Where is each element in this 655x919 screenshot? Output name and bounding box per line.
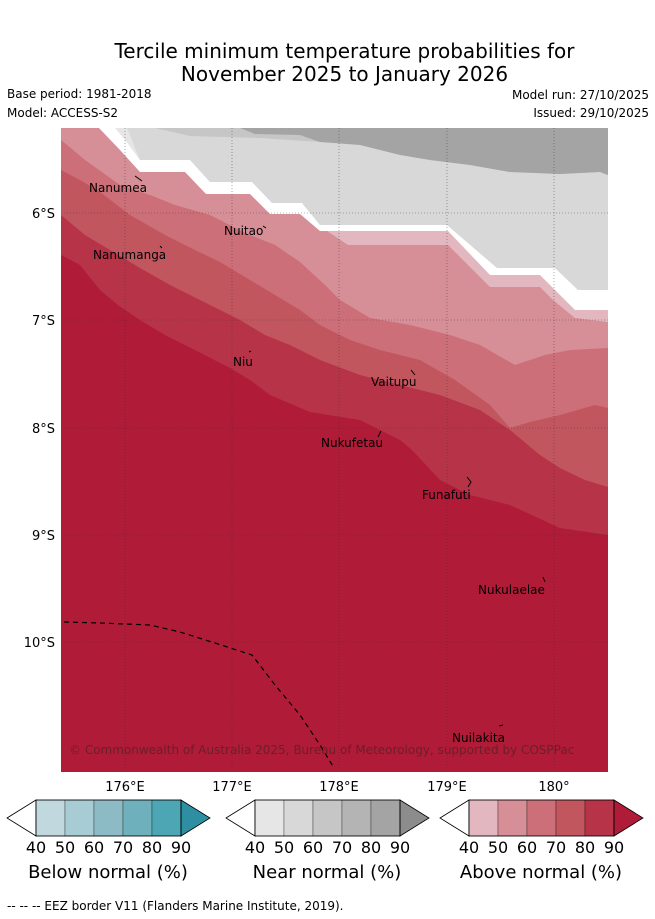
near-colorbar-tick: 40 xyxy=(245,838,265,857)
map-title: Tercile minimum temperature probabilitie… xyxy=(0,40,655,86)
above-colorbar-tick: 40 xyxy=(459,838,479,857)
island-nanumea-shape xyxy=(134,175,143,182)
island-nuitao-shape xyxy=(262,225,267,229)
above-colorbar-tick: 90 xyxy=(604,838,624,857)
near-colorbar-tick: 50 xyxy=(274,838,294,857)
near-colorbar-low-extend xyxy=(225,799,256,837)
island-nuilakita-shape xyxy=(498,724,504,727)
island-niu-shape xyxy=(248,350,252,353)
near-colorbar-swatch xyxy=(254,799,285,837)
place-label-nuilakita: Nuilakita xyxy=(452,731,505,745)
place-label-nukulaelae: Nukulaelae xyxy=(478,583,545,597)
near-colorbar-swatch xyxy=(341,799,372,837)
lon-label-179e: 179°E xyxy=(427,780,467,795)
above-colorbar-swatch xyxy=(526,799,557,837)
lon-label-178e: 178°E xyxy=(319,780,359,795)
near-colorbar-outline xyxy=(254,799,401,837)
below-colorbar-low-extend xyxy=(6,799,37,837)
near-colorbar-tick: 80 xyxy=(361,838,381,857)
issued-date: Issued: 29/10/2025 xyxy=(533,106,649,120)
place-label-nuitao: Nuitao xyxy=(224,224,263,238)
place-label-funafuti: Funafuti xyxy=(422,488,471,502)
island-nukulaelae-shape xyxy=(542,576,546,583)
above-colorbar-tick: 60 xyxy=(517,838,537,857)
island-vaitupu-shape xyxy=(410,369,416,376)
lon-label-180: 180° xyxy=(538,780,569,795)
place-label-nanumanga: Nanumanga xyxy=(93,248,166,262)
below-colorbar-swatch xyxy=(64,799,95,837)
lat-label-7s: 7°S xyxy=(32,314,55,329)
above-colorbar-outline xyxy=(468,799,615,837)
map-fill-layers xyxy=(61,128,608,772)
island-nukufetau-shape xyxy=(377,430,382,438)
place-label-nukufetau: Nukufetau xyxy=(321,436,383,450)
below-colorbar-tick: 40 xyxy=(26,838,46,857)
near-colorbar-high-extend xyxy=(399,799,430,837)
near-colorbar-swatch xyxy=(312,799,343,837)
near-50-region xyxy=(127,128,608,290)
below-colorbar-tick: 90 xyxy=(171,838,191,857)
below-colorbar-outline xyxy=(35,799,182,837)
place-label-vaitupu: Vaitupu xyxy=(371,375,417,389)
base-period: Base period: 1981-2018 xyxy=(7,87,152,101)
islands xyxy=(134,175,546,727)
below-colorbar-swatch xyxy=(35,799,66,837)
lat-label-9s: 9°S xyxy=(32,529,55,544)
above-colorbar-swatch xyxy=(497,799,528,837)
title-line-2: November 2025 to January 2026 xyxy=(180,62,509,86)
island-funafuti-shape xyxy=(466,476,472,488)
below-normal-label: Below normal (%) xyxy=(28,862,188,883)
above-colorbar-tick: 70 xyxy=(546,838,566,857)
near-normal-label: Near normal (%) xyxy=(252,862,402,883)
gridlines xyxy=(61,128,608,772)
model-name: Model: ACCESS-S2 xyxy=(7,106,119,120)
below-colorbar-swatch xyxy=(93,799,124,837)
below-colorbar-swatch xyxy=(122,799,153,837)
near-70-region xyxy=(240,128,608,175)
below-colorbar-tick: 60 xyxy=(84,838,104,857)
above-normal-label: Above normal (%) xyxy=(459,862,623,883)
near-colorbar-tick: 90 xyxy=(390,838,410,857)
near-colorbar-swatch xyxy=(283,799,314,837)
eez-footer-note: -- -- -- EEZ border V11 (Flanders Marine… xyxy=(7,899,344,913)
model-run: Model run: 27/10/2025 xyxy=(511,88,649,102)
above-colorbar-low-extend xyxy=(439,799,470,837)
above-colorbar-swatch xyxy=(468,799,499,837)
copyright-notice: © Commonwealth of Australia 2025, Bureau… xyxy=(69,743,574,757)
eez-border-line xyxy=(63,621,335,769)
below-colorbar-high-extend xyxy=(180,799,211,837)
below-colorbar-tick: 70 xyxy=(113,838,133,857)
below-colorbar-tick: 50 xyxy=(55,838,75,857)
lon-label-177e: 177°E xyxy=(212,780,252,795)
island-nanumanga-shape xyxy=(159,245,163,249)
place-label-niu: Niu xyxy=(233,355,253,369)
near-colorbar-tick: 70 xyxy=(332,838,352,857)
near-colorbar-tick: 60 xyxy=(303,838,323,857)
below-colorbar-tick: 80 xyxy=(142,838,162,857)
near-colorbar-swatch xyxy=(370,799,401,837)
lon-label-176e: 176°E xyxy=(105,780,145,795)
above-colorbar-tick: 50 xyxy=(488,838,508,857)
title-line-1: Tercile minimum temperature probabilitie… xyxy=(114,39,575,63)
lat-label-8s: 8°S xyxy=(32,422,55,437)
above-colorbar-tick: 80 xyxy=(575,838,595,857)
place-label-nanumea: Nanumea xyxy=(89,181,147,195)
below-colorbar-swatch xyxy=(151,799,182,837)
above-colorbar-swatch xyxy=(555,799,586,837)
lat-label-10s: 10°S xyxy=(24,636,55,651)
colorbar-legend: 40 50 60 70 80 90 40 50 60 70 80 90 40 50 60 70 80 90 xyxy=(6,799,644,857)
lat-label-6s: 6°S xyxy=(32,207,55,222)
above-colorbar-swatch xyxy=(584,799,615,837)
above-colorbar-high-extend xyxy=(613,799,644,837)
